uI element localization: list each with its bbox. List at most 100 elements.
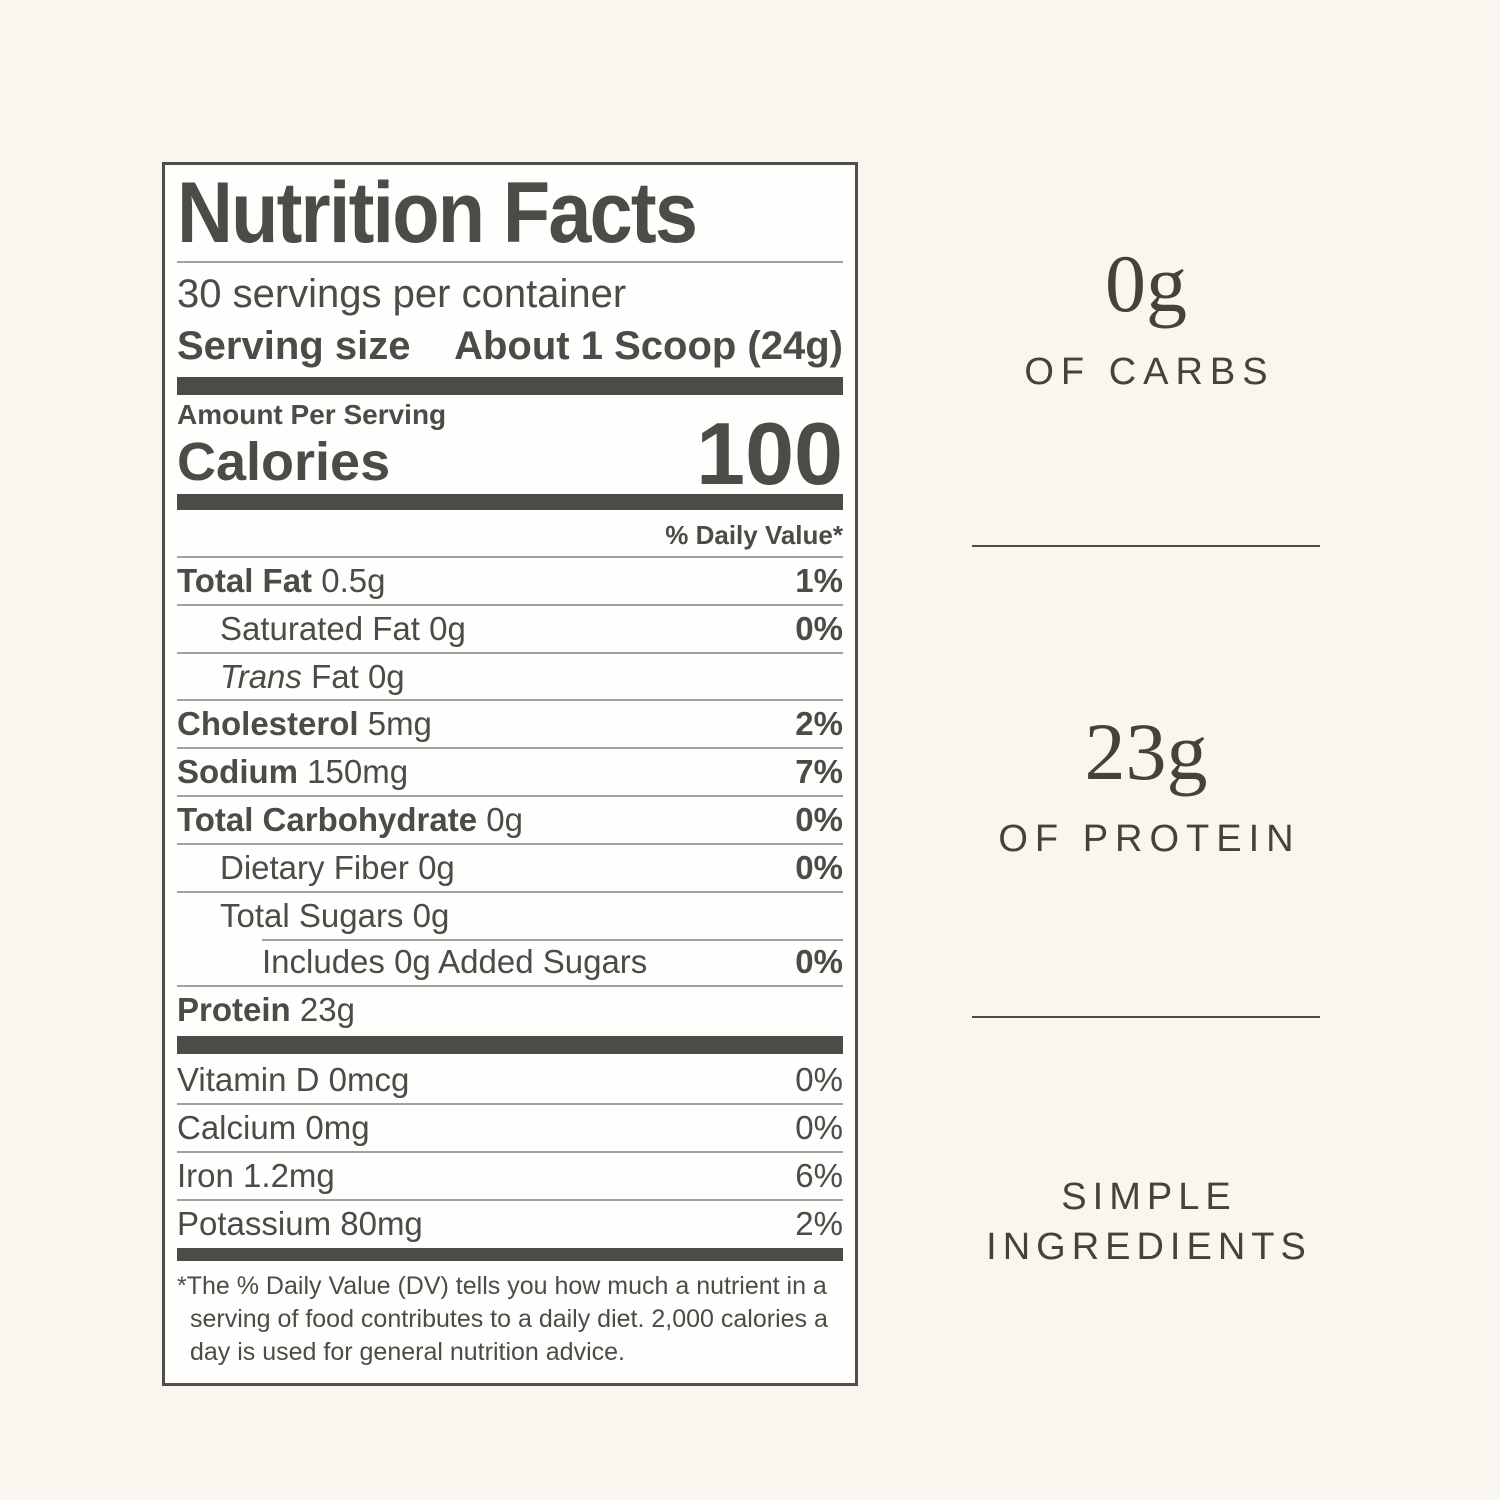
nutrient-dv: 2%: [795, 1204, 843, 1242]
nutrient-name: Total Sugars 0g: [177, 896, 833, 937]
nutrient-dv: 0%: [795, 1108, 843, 1146]
nutrient-name-text: Vitamin D: [177, 1060, 320, 1098]
nutrient-amount: 0g: [486, 801, 523, 839]
nutrient-amount: 80mg: [340, 1204, 423, 1242]
nutrient-row-sodium: Sodium 150mg 7%: [177, 747, 843, 795]
highlights-panel: 0g OF CARBS 23g OF PROTEIN SIMPLE INGRED…: [970, 0, 1322, 1500]
thick-divider-bar: [177, 376, 843, 395]
nutrient-dv: 2%: [795, 705, 843, 743]
nutrient-amount: 0mcg: [328, 1060, 410, 1098]
calories-value: 100: [696, 403, 843, 503]
footnote-line: *The % Daily Value (DV) tells you how mu…: [177, 1272, 827, 1301]
nutrient-name: Potassium 80mg: [177, 1204, 785, 1245]
nutrient-dv: 0%: [795, 609, 843, 647]
nutrient-amount: 0g: [412, 897, 450, 935]
calories-label: Calories: [177, 431, 391, 492]
protein-highlight-label: OF PROTEIN: [998, 818, 1301, 860]
nutrient-dv: 6%: [795, 1156, 843, 1194]
micronutrient-rows: Vitamin D 0mcg 0% Calcium 0mg 0% Iron 1.…: [177, 1057, 843, 1247]
nutrient-dv: 1%: [795, 561, 843, 599]
nutrient-row-cholesterol: Cholesterol 5mg 2%: [177, 699, 843, 747]
tagline-line-2: INGREDIENTS: [986, 1226, 1312, 1268]
daily-value-header: % Daily Value*: [665, 519, 843, 550]
nutrient-name-text: Saturated Fat: [220, 609, 420, 647]
nutrient-name-text: Potassium: [177, 1204, 332, 1242]
thin-divider-bar: [177, 1248, 843, 1262]
nutrient-name-text: Cholesterol: [177, 705, 359, 743]
calories-section: Amount Per Serving Calories 100: [177, 399, 843, 503]
nutrient-amount: 0g: [418, 849, 455, 887]
carbs-highlight-value: 0g: [1105, 238, 1187, 329]
nutrient-name-text: Dietary Fiber: [220, 849, 409, 887]
nutrient-row-total-fat: Total Fat 0.5g 1%: [177, 555, 843, 604]
nutrient-name-text: Iron: [177, 1156, 234, 1194]
nutrient-dv: 7%: [795, 753, 843, 791]
thick-divider-bar: [177, 1035, 843, 1054]
nutrient-name: Iron 1.2mg: [177, 1156, 785, 1197]
nutrient-name-text: Includes 0g Added Sugars: [262, 943, 648, 981]
amount-per-serving-label: Amount Per Serving: [177, 398, 447, 430]
servings-per-container: 30 servings per container: [177, 271, 627, 316]
nutrient-name: Total Fat 0.5g: [177, 561, 785, 602]
nutrient-row-added-sugars: Includes 0g Added Sugars 0%: [177, 939, 843, 985]
nutrient-amount: 1.2mg: [243, 1156, 335, 1194]
nutrient-name-text: Sodium: [177, 753, 298, 791]
nutrient-name: Dietary Fiber 0g: [177, 848, 785, 889]
nutrition-facts-title: Nutrition Facts: [177, 165, 698, 261]
nutrient-amount: 23g: [299, 990, 355, 1028]
nutrient-name-text: Total Fat: [177, 561, 313, 599]
nutrient-name: Total Carbohydrate 0g: [177, 800, 785, 841]
nutrient-amount: 0.5g: [321, 561, 386, 599]
nutrient-row-total-sugars: Total Sugars 0g: [177, 891, 843, 939]
nutrient-row-saturated-fat: Saturated Fat 0g 0%: [177, 603, 843, 652]
micronutrient-row-potassium: Potassium 80mg 2%: [177, 1198, 843, 1247]
nutrient-amount: 0g: [367, 657, 405, 695]
nutrient-row-dietary-fiber: Dietary Fiber 0g 0%: [177, 843, 843, 891]
nutrient-name: Vitamin D 0mcg: [177, 1060, 785, 1101]
nutrient-amount: 0mg: [305, 1108, 370, 1146]
calories-left-block: Amount Per Serving Calories: [177, 399, 446, 490]
medium-divider-bar: [177, 493, 843, 510]
nutrient-name-text: Fat: [311, 657, 359, 695]
daily-value-footnote: *The % Daily Value (DV) tells you how mu…: [177, 1261, 843, 1369]
nutrient-dv: 0%: [795, 943, 843, 981]
nutrient-amount: 0g: [429, 609, 466, 647]
nutrient-name-text: Protein: [177, 990, 291, 1028]
micronutrient-row-iron: Iron 1.2mg 6%: [177, 1150, 843, 1199]
nutrient-row-trans-fat: Trans Fat 0g: [177, 651, 843, 700]
section-divider-line: [972, 545, 1320, 547]
serving-size-label: Serving size: [177, 323, 411, 368]
nutrient-name: Sodium 150mg: [177, 752, 785, 793]
nutrient-name-text: Total Sugars: [220, 897, 404, 935]
nutrient-name-italic: Trans: [220, 657, 302, 695]
protein-highlight-value: 23g: [1084, 706, 1208, 797]
nutrient-dv: 0%: [795, 801, 843, 839]
nutrient-name: Protein 23g: [177, 990, 833, 1031]
nutrient-name-text: Calcium: [177, 1108, 297, 1146]
serving-size-row: Serving size About 1 Scoop (24g): [177, 323, 843, 369]
tagline: SIMPLE INGREDIENTS: [970, 1172, 1322, 1272]
nutrient-name-text: Total Carbohydrate: [177, 801, 478, 839]
nutrient-name: Trans Fat 0g: [177, 657, 833, 698]
nutrient-row-total-carbohydrate: Total Carbohydrate 0g 0%: [177, 795, 843, 843]
footnote-line: day is used for general nutrition advice…: [190, 1338, 625, 1367]
tagline-line-1: SIMPLE: [1061, 1176, 1237, 1218]
micronutrient-row-calcium: Calcium 0mg 0%: [177, 1102, 843, 1151]
nutrient-dv: 0%: [795, 1060, 843, 1098]
nutrient-dv: 0%: [795, 849, 843, 887]
nutrient-amount: 150mg: [307, 753, 409, 791]
micronutrient-row-vitamin-d: Vitamin D 0mcg 0%: [177, 1057, 843, 1103]
title-rule: [177, 260, 843, 263]
nutrient-name: Calcium 0mg: [177, 1108, 785, 1149]
nutrient-name: Includes 0g Added Sugars: [177, 942, 785, 983]
nutrient-amount: 5mg: [367, 705, 432, 743]
carbs-highlight-label: OF CARBS: [1024, 351, 1275, 393]
nutrient-row-protein: Protein 23g: [177, 984, 843, 1033]
footnote-line: serving of food contributes to a daily d…: [190, 1305, 828, 1334]
nutrient-name: Cholesterol 5mg: [177, 704, 785, 745]
nutrition-facts-label: Nutrition Facts 30 servings per containe…: [162, 162, 858, 1387]
section-divider-line: [972, 1016, 1320, 1018]
nutrient-name: Saturated Fat 0g: [177, 609, 785, 650]
serving-size-value: About 1 Scoop (24g): [454, 323, 843, 368]
